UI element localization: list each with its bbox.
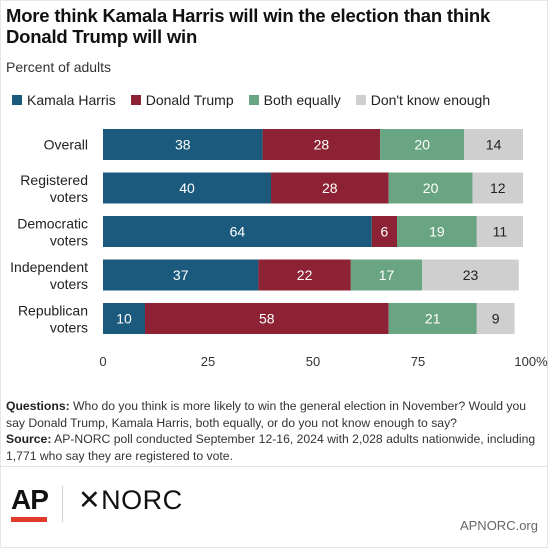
site-url: APNORC.org [459,518,538,533]
logo-separator [62,486,63,522]
ap-logo-underline [11,517,47,522]
chart-legend: Kamala Harris Donald Trump Both equally … [12,92,505,108]
bar-segment-donald-trump [262,129,381,160]
source-text: AP-NORC poll conducted September 12-16, … [6,432,536,463]
bar-segment-kamala-harris [103,129,263,160]
data-label: 28 [314,137,330,153]
data-label: 23 [463,267,479,283]
category-label: Registered voters [20,172,88,205]
data-label: 22 [297,267,313,283]
stacked-bar-chart: Overall 38 28 20 14 Registered voters 40 28 20 12 D… [10,129,548,368]
data-label: 40 [179,180,195,196]
category-label: Republican voters [18,303,88,336]
data-label: 10 [116,311,132,327]
norc-mark-icon: ✕ [78,485,102,515]
ap-logo: AP [11,484,49,515]
bar-segment-donald-trump [258,259,351,291]
x-tick-label: 25 [201,354,215,368]
data-label: 58 [259,311,275,327]
bar-segment-kamala-harris [103,303,145,334]
data-label: 12 [490,180,506,196]
bar-segment-don-t-know-enough [476,216,523,247]
data-label: 21 [425,311,441,327]
bar-segment-don-t-know-enough [476,303,515,334]
legend-label-harris: Kamala Harris [27,92,116,108]
category-label: Democratic voters [17,216,88,249]
x-tick-label: 50 [306,354,320,368]
data-label: 14 [486,137,502,153]
x-tick-label: 75 [411,354,425,368]
legend-item-trump: Donald Trump [130,92,234,108]
footer-divider [0,466,548,467]
legend-swatch-trump [130,95,141,105]
legend-label-trump: Donald Trump [145,92,234,108]
bar-segment-donald-trump [371,216,397,247]
bar-segment-don-t-know-enough [422,259,519,291]
legend-item-harris: Kamala Harris [12,92,116,108]
chart-title: More think Kamala Harris will win the el… [6,5,491,47]
bar-segment-donald-trump [145,303,389,334]
bar-segment-both-equally [350,259,423,291]
questions-text: Who do you think is more likely to win t… [6,399,527,430]
data-label: 9 [492,311,500,327]
category-label: Independent voters [10,259,88,292]
questions-label: Questions: [6,399,70,413]
source-note: Source: AP-NORC poll conducted September… [6,431,536,464]
legend-swatch-harris [12,95,22,105]
bar-segment-both-equally [397,216,477,247]
data-label: 19 [429,224,445,240]
norc-logo-text: NORC [101,485,183,515]
data-label: 20 [423,180,439,196]
bar-segment-kamala-harris [103,259,259,291]
category-label: Overall [44,137,88,153]
legend-swatch-dont-know [355,95,366,105]
bar-segment-both-equally [388,303,477,334]
footnote: Questions: Who do you think is more like… [6,398,536,464]
chart-subtitle: Percent of adults [6,59,112,75]
bar-segment-kamala-harris [103,216,372,247]
legend-label-both: Both equally [263,92,341,108]
bar-segment-kamala-harris [103,172,271,204]
bar-segment-don-t-know-enough [464,129,523,160]
bar-segment-donald-trump [271,172,389,204]
data-label: 17 [379,267,395,283]
data-label: 11 [493,224,508,240]
legend-item-dont-know: Don't know enough [355,92,491,108]
legend-item-both: Both equally [248,92,341,108]
data-label: 38 [175,137,191,153]
data-label: 20 [414,137,430,153]
bar-segment-both-equally [380,129,465,160]
questions-note: Questions: Who do you think is more like… [6,398,536,431]
norc-logo: ✕NORC [78,485,183,516]
data-label: 64 [230,224,246,240]
x-tick-label: 0 [99,354,106,368]
data-label: 37 [173,267,189,283]
legend-swatch-both [248,95,259,105]
x-tick-label: 100% [514,354,548,368]
data-label: 28 [322,180,338,196]
bar-segment-both-equally [388,172,473,204]
source-label: Source: [6,432,52,446]
data-label: 6 [381,224,389,240]
bar-segment-don-t-know-enough [472,172,523,204]
legend-label-dont-know: Don't know enough [370,92,491,108]
